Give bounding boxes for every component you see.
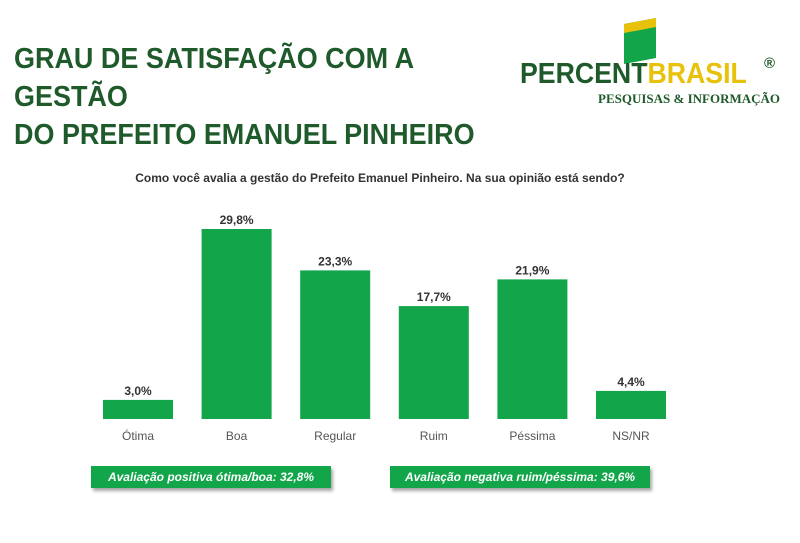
page-title: GRAU DE SATISFAÇÃO COM A GESTÃO DO PREFE… xyxy=(14,40,479,154)
page-title-line-2: DO PREFEITO EMANUEL PINHEIRO xyxy=(14,119,475,151)
logo-tagline: PESQUISAS & INFORMAÇÃO xyxy=(598,91,781,106)
bar-boa xyxy=(201,229,272,419)
data-label-regular: 23,3% xyxy=(318,254,352,268)
logo-brasil: BRASIL xyxy=(647,58,747,90)
category-label-pessima: Péssima xyxy=(509,429,555,443)
category-label-regular: Regular xyxy=(314,429,356,443)
flag-icon xyxy=(624,18,656,64)
category-label-otima: Ótima xyxy=(122,428,154,443)
data-label-boa: 29,8% xyxy=(220,213,254,227)
bar-otima xyxy=(103,399,173,419)
bar-pessima xyxy=(497,279,568,419)
page-title-line-1: GRAU DE SATISFAÇÃO COM A GESTÃO xyxy=(14,43,414,113)
bar-ruim xyxy=(398,306,469,419)
negative-evaluation-badge: Avaliação negativa ruim/péssima: 39,6% xyxy=(390,466,650,488)
bar-regular xyxy=(300,270,371,419)
category-label-ruim: Ruim xyxy=(420,429,448,443)
percentbrasil-logo: PERCENTBRASIL ® PESQUISAS & INFORMAÇÃO xyxy=(520,18,790,113)
category-label-boa: Boa xyxy=(226,429,248,443)
chart-question: Como você avalia a gestão do Prefeito Em… xyxy=(135,171,625,185)
data-label-pessima: 21,9% xyxy=(515,263,549,277)
category-label-ns-nr: NS/NR xyxy=(612,429,650,443)
data-label-ruim: 17,7% xyxy=(417,290,451,304)
data-label-otima: 3,0% xyxy=(124,384,152,398)
bar-ns-nr xyxy=(596,390,666,419)
registered-mark: ® xyxy=(764,55,776,72)
positive-evaluation-badge: Avaliação positiva ótima/boa: 32,8% xyxy=(91,466,331,488)
logo-percent: PERCENT xyxy=(520,58,648,90)
logo-wordmark: PERCENTBRASIL xyxy=(520,58,747,91)
data-label-ns-nr: 4,4% xyxy=(617,375,645,389)
